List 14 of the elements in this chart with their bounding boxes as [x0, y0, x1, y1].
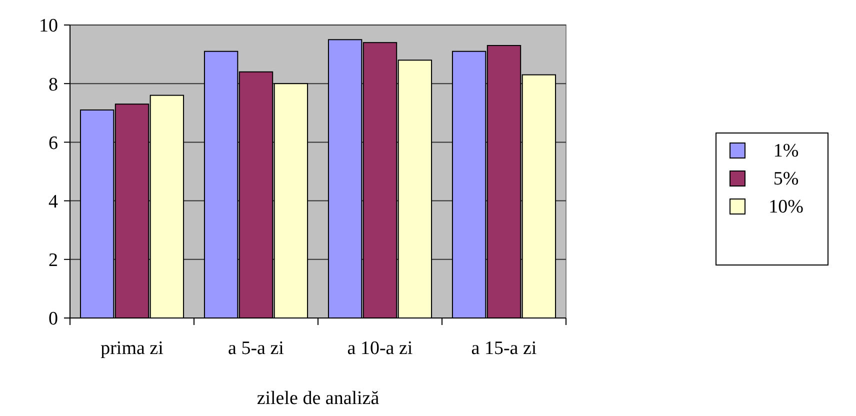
x-axis-title: zilele de analiză [256, 388, 380, 409]
y-tick-label: 2 [48, 250, 58, 272]
y-tick-label: 10 [39, 16, 58, 37]
y-tick-label: 0 [48, 308, 58, 330]
y-tick-label: 6 [48, 132, 58, 154]
x-tick-label: a 5-a zi [228, 338, 284, 359]
y-tick-label: 8 [48, 74, 58, 96]
x-tick-label: a 15-a zi [471, 338, 537, 359]
legend-label: 1% [773, 140, 799, 162]
x-tick-label: prima zi [100, 338, 164, 359]
legend-label: 5% [773, 168, 799, 190]
y-tick-label: 4 [48, 191, 58, 212]
legend-label: 10% [768, 196, 804, 218]
x-tick-label: a 10-a zi [347, 338, 413, 359]
